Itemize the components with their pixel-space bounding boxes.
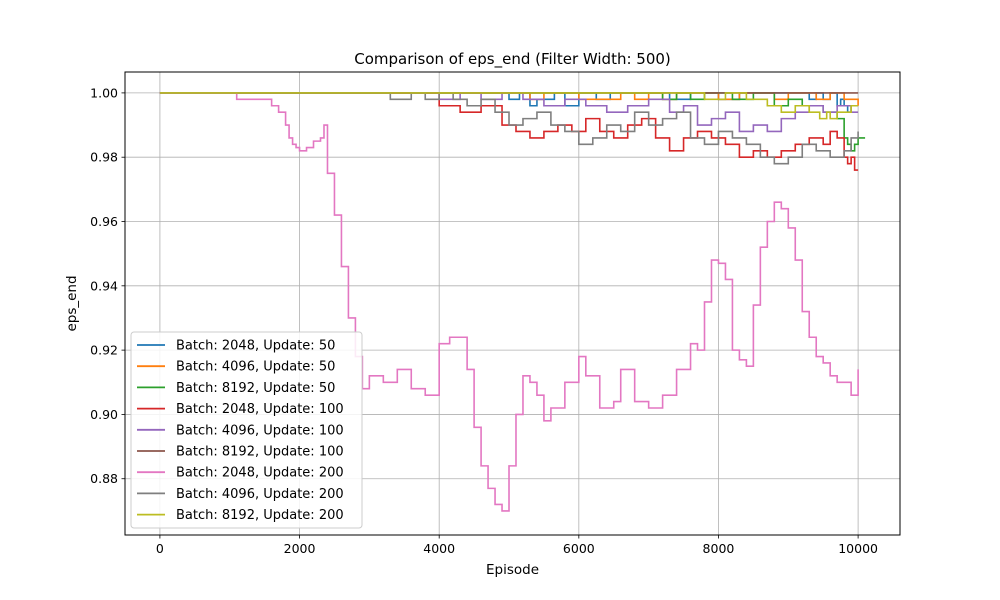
legend-label: Batch: 4096, Update: 50 [176,360,335,375]
series-line-7 [159,92,859,512]
x-axis-label: Episode [486,562,539,578]
legend-label: Batch: 8192, Update: 50 [176,381,335,396]
legend-label: Batch: 8192, Update: 100 [176,445,344,460]
legend-label: Batch: 8192, Update: 200 [176,508,344,523]
y-tick-label: 0.96 [90,214,118,229]
legend-label: Batch: 2048, Update: 50 [176,339,335,354]
y-tick-label: 0.88 [90,471,118,486]
legend-items: Batch: 2048, Update: 50 Batch: 4096, Upda… [137,339,344,523]
series-line-9 [159,92,859,120]
legend-label: Batch: 2048, Update: 100 [176,402,344,417]
chart-title: Comparison of eps_end (Filter Width: 500… [354,50,671,69]
y-tick-label: 0.92 [90,343,118,358]
legend-label: Batch: 4096, Update: 100 [176,423,344,438]
legend: Batch: 2048, Update: 50 Batch: 4096, Upda… [130,331,363,529]
x-tick-label: 8000 [703,541,735,556]
x-tick-label: 4000 [423,541,455,556]
series-line-4 [159,92,859,171]
series-layer [159,92,866,512]
legend-label: Batch: 4096, Update: 200 [176,487,344,502]
y-tick-label: 0.94 [90,278,118,293]
y-axis-label: eps_end [64,275,80,331]
y-tick-label: 0.90 [90,407,118,422]
y-tick-label: 1.00 [90,85,118,100]
x-axis-ticks: 0 2000 4000 6000 8000 10000 [156,535,878,556]
y-tick-label: 0.98 [90,150,118,165]
x-tick-label: 10000 [838,541,878,556]
x-tick-label: 0 [156,541,164,556]
series-line-3 [159,92,866,152]
x-tick-label: 6000 [563,541,595,556]
series-line-8 [159,92,859,165]
legend-box [130,331,363,529]
y-axis-ticks: 0.88 0.90 0.92 0.94 0.96 0.98 1.00 [90,85,125,486]
x-tick-label: 2000 [284,541,316,556]
legend-label: Batch: 2048, Update: 200 [176,466,344,481]
plot-frame [124,71,901,536]
